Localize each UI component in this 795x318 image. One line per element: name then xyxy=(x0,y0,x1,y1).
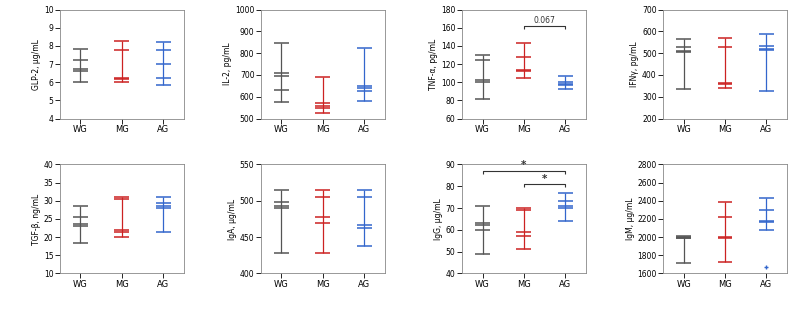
Y-axis label: IgG, μg/mL: IgG, μg/mL xyxy=(434,198,443,240)
Text: *: * xyxy=(542,174,547,183)
Y-axis label: IL-2, pg/mL: IL-2, pg/mL xyxy=(223,43,232,86)
Y-axis label: IgM, μg/mL: IgM, μg/mL xyxy=(626,198,634,240)
Y-axis label: TGF-β, ng/mL: TGF-β, ng/mL xyxy=(32,193,41,245)
Text: *: * xyxy=(522,160,526,170)
Y-axis label: IFNγ, pg/mL: IFNγ, pg/mL xyxy=(630,41,639,87)
Text: 0.067: 0.067 xyxy=(533,16,556,25)
Y-axis label: GLP-2, μg/mL: GLP-2, μg/mL xyxy=(32,38,41,89)
Y-axis label: IgA, μg/mL: IgA, μg/mL xyxy=(228,198,237,239)
Y-axis label: TNF-α, pg/mL: TNF-α, pg/mL xyxy=(429,38,438,90)
